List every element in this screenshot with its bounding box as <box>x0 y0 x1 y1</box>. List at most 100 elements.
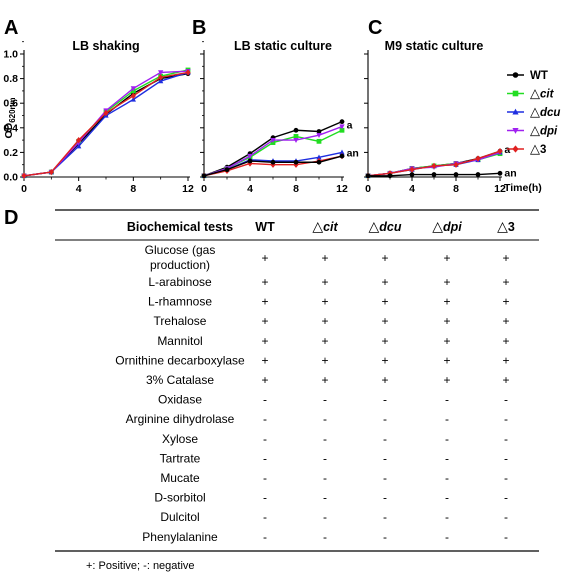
test-result: + <box>381 314 388 328</box>
test-result: - <box>504 393 508 407</box>
data-point <box>76 143 82 149</box>
test-result: - <box>445 393 449 407</box>
test-name: Ornithine decarboxylase <box>115 353 245 367</box>
test-name: Oxidase <box>158 393 202 407</box>
column-header-dpi: △dpi <box>432 218 462 234</box>
column-header-wt: WT <box>255 220 275 234</box>
test-result: + <box>321 373 328 387</box>
test-result: + <box>502 314 509 328</box>
x-tick-label: 8 <box>130 183 136 195</box>
annotation-label: a <box>504 144 510 156</box>
legend-item-wt: WT <box>507 70 548 82</box>
data-point <box>409 172 415 177</box>
test-result: + <box>502 251 509 265</box>
data-point <box>316 154 322 160</box>
column-header-3: △3 <box>497 218 515 234</box>
test-result: + <box>443 334 450 348</box>
table-row: Ornithine decarboxylase + + + + + <box>115 353 509 367</box>
test-name: Xylose <box>162 432 198 446</box>
test-result: - <box>263 530 267 544</box>
test-result: - <box>263 491 267 505</box>
test-result: + <box>261 295 268 309</box>
test-result: + <box>321 295 328 309</box>
test-name: L-arabinose <box>148 275 212 289</box>
x-axis-label: Time(h) <box>504 182 542 194</box>
annotation-label: an <box>504 167 516 179</box>
data-point <box>475 155 481 162</box>
test-result: + <box>261 275 268 289</box>
test-result: - <box>383 491 387 505</box>
test-result: - <box>445 451 449 465</box>
panel-letter-a: A <box>4 17 18 39</box>
table-row: Mannitol + + + + + <box>157 334 509 348</box>
x-tick-label: 4 <box>247 183 253 195</box>
test-result: - <box>323 530 327 544</box>
test-result: - <box>383 530 387 544</box>
data-point <box>409 166 415 173</box>
data-point <box>365 173 371 179</box>
test-result: + <box>502 295 509 309</box>
test-result: + <box>381 353 388 367</box>
test-result: - <box>383 393 387 407</box>
data-point <box>453 172 459 177</box>
test-result: + <box>381 251 388 265</box>
table-row: Xylose - - - - - <box>162 432 508 446</box>
test-result: - <box>323 412 327 426</box>
series-extra-5 <box>201 153 345 179</box>
legend-item-dpi: △dpi <box>507 123 558 138</box>
data-point <box>21 172 27 179</box>
table-row: Phenylalanine - - - - - <box>142 530 508 544</box>
series-dcu <box>21 69 191 178</box>
legend-marker <box>512 108 519 115</box>
chart-lb-shaking: LB shaking 0.0 0.2 0.4 0.6 0.8 1.0 0 4 8 12 OD620nm <box>3 39 194 195</box>
series-cit <box>21 67 191 179</box>
data-point <box>247 160 253 167</box>
test-name: Mannitol <box>157 334 202 348</box>
test-result: - <box>323 510 327 524</box>
legend-marker <box>512 90 519 97</box>
test-name: D-sorbitol <box>154 491 205 505</box>
series-line <box>23 71 189 177</box>
test-result: - <box>383 451 387 465</box>
data-point <box>339 124 345 130</box>
data-point <box>387 173 393 179</box>
test-result: - <box>323 491 327 505</box>
legend-item-cit: △cit <box>507 86 555 101</box>
legend-label: WT <box>530 70 548 82</box>
test-result: - <box>504 471 508 485</box>
column-header-dcu: △dcu <box>368 218 401 234</box>
data-point <box>130 86 136 92</box>
biochemical-tests-table: Biochemical tests WT △cit △dcu △dpi △3 Glucose… <box>55 209 539 572</box>
x-tick-label: 0 <box>201 183 207 195</box>
chart-lb-static: LB static culture 0 4 8 12 a an <box>200 39 359 195</box>
data-point <box>76 136 82 144</box>
test-result: + <box>381 275 388 289</box>
legend-marker <box>512 145 519 153</box>
test-result: - <box>445 491 449 505</box>
y-tick-label: 0.6 <box>3 98 18 110</box>
data-point <box>158 74 164 81</box>
test-name: Tartrate <box>160 451 201 465</box>
test-result: + <box>321 334 328 348</box>
series-extra-5 <box>365 170 503 179</box>
legend-label: △cit <box>530 86 555 101</box>
data-point <box>103 109 109 117</box>
data-point <box>475 172 481 177</box>
test-result: - <box>383 510 387 524</box>
test-result: + <box>261 334 268 348</box>
test-result: - <box>504 412 508 426</box>
test-result: - <box>504 510 508 524</box>
chart-title: LB shaking <box>72 39 139 53</box>
table-row: Tartrate - - - - - <box>160 451 508 465</box>
x-tick-label: 8 <box>293 183 299 195</box>
x-tick-label: 0 <box>365 183 371 195</box>
test-name: L-rhamnose <box>148 295 212 309</box>
table-footnote: +: Positive; -: negative <box>86 560 195 572</box>
test-result: + <box>261 353 268 367</box>
table-row: Arginine dihydrolase - - - - - <box>126 412 508 426</box>
test-result: - <box>263 471 267 485</box>
data-point <box>431 162 437 170</box>
test-name: Glucose (gas <box>145 243 216 257</box>
